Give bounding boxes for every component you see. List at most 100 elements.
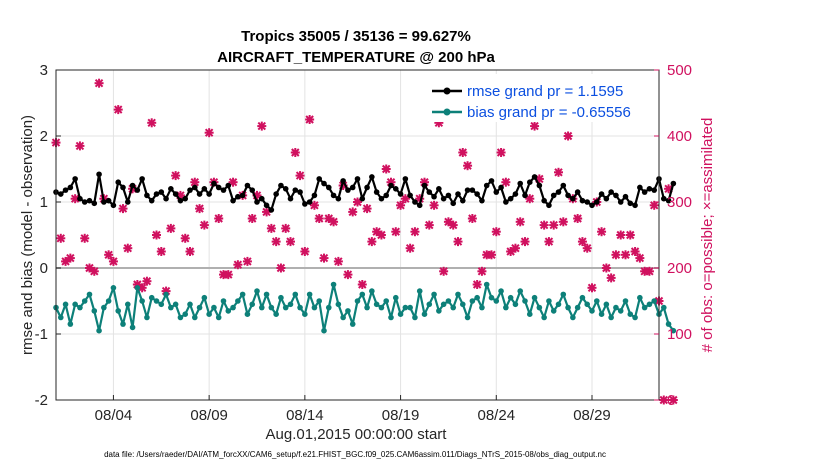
bias-point xyxy=(110,285,117,291)
rmse-point xyxy=(459,197,466,204)
rmse-point xyxy=(153,191,160,197)
rmse-point xyxy=(292,187,299,193)
bias-point xyxy=(555,301,562,308)
rmse-point xyxy=(378,195,385,202)
rmse-point xyxy=(120,184,126,191)
rmse-point xyxy=(373,189,380,195)
rmse-point xyxy=(627,200,634,207)
bias-point xyxy=(431,291,437,298)
rmse-point xyxy=(321,180,327,187)
obs-count-marker xyxy=(429,200,439,210)
obs-count-marker xyxy=(587,283,597,293)
obs-count-marker xyxy=(65,253,75,263)
rmse-point xyxy=(455,191,461,197)
bias-point xyxy=(263,291,270,298)
rmse-point xyxy=(407,192,413,199)
rmse-point xyxy=(77,195,83,202)
obs-count-marker xyxy=(625,230,635,240)
rmse-point xyxy=(62,187,69,193)
bias-point xyxy=(287,301,294,308)
obs-count-marker xyxy=(496,148,506,157)
series-group xyxy=(51,78,678,405)
bias-point xyxy=(498,288,504,294)
rmse-point xyxy=(574,189,581,195)
bias-point xyxy=(340,314,346,321)
bias-point xyxy=(660,304,667,311)
bias-point xyxy=(646,301,653,308)
obs-count-marker xyxy=(152,230,161,240)
obs-count-marker xyxy=(118,204,128,214)
y-ticks: -2 -1 0 1 2 3 xyxy=(35,62,61,409)
bias-point xyxy=(129,324,136,331)
bias-point xyxy=(77,304,83,311)
bias-point xyxy=(139,298,145,304)
bias-point xyxy=(144,314,150,321)
bias-point xyxy=(91,308,98,314)
y2-tick-label: 400 xyxy=(667,128,692,145)
bias-point xyxy=(120,321,126,327)
y2-tick-label: 0 xyxy=(667,392,675,409)
rmse-point xyxy=(416,202,423,209)
y-tick-label: -2 xyxy=(35,392,48,409)
rmse-point xyxy=(488,178,495,184)
rmse-point xyxy=(479,197,485,204)
obs-count-marker xyxy=(75,141,85,151)
chart-subtitle: AIRCRAFT_TEMPERATURE @ 200 hPa xyxy=(217,49,495,66)
obs-count-marker xyxy=(113,105,123,115)
obs-count-marker xyxy=(453,237,463,247)
rmse-point xyxy=(230,197,236,204)
rmse-point xyxy=(244,182,251,189)
obs-count-marker xyxy=(185,247,195,256)
bias-point xyxy=(86,291,93,298)
obs-count-marker xyxy=(630,247,640,256)
rmse-point xyxy=(144,192,150,199)
bias-point xyxy=(302,311,308,318)
obs-count-marker xyxy=(305,115,315,124)
rmse-point xyxy=(139,176,145,182)
rmse-point xyxy=(278,182,284,189)
rmse-point xyxy=(306,199,313,205)
rmse-point xyxy=(191,184,198,191)
bias-point xyxy=(570,314,576,321)
obs-count-marker xyxy=(199,220,209,230)
bias-point xyxy=(153,298,160,304)
rmse-point xyxy=(550,192,557,199)
obs-count-marker xyxy=(276,263,286,273)
bias-point xyxy=(613,304,619,311)
bias-point xyxy=(316,298,323,304)
obs-count-marker xyxy=(410,227,420,237)
rmse-point xyxy=(220,187,227,193)
y-tick-label: 2 xyxy=(40,128,48,145)
bias-point xyxy=(101,304,107,311)
obs-count-marker xyxy=(142,276,152,286)
legend-bias-label: bias grand pr = -0.65556 xyxy=(467,104,631,121)
rmse-point xyxy=(129,182,136,189)
plot-frame xyxy=(55,69,660,401)
bias-point xyxy=(321,327,327,334)
obs-count-marker xyxy=(424,220,434,230)
rmse-point xyxy=(254,199,260,205)
bias-point xyxy=(249,301,256,308)
legend-rmse-label: rmse grand pr = 1.1595 xyxy=(467,83,623,100)
bias-point xyxy=(550,308,557,314)
rmse-point xyxy=(641,189,648,195)
rmse-point xyxy=(440,195,447,202)
rmse-point xyxy=(302,201,308,207)
bias-point xyxy=(62,301,69,308)
rmse-point xyxy=(359,195,366,202)
obs-count-marker xyxy=(61,256,71,266)
bias-series-line xyxy=(55,283,675,332)
bias-point xyxy=(493,298,500,304)
obs-count-marker xyxy=(477,266,487,276)
rmse-point xyxy=(158,189,165,195)
obs-count-marker xyxy=(257,121,267,131)
obs-count-marker xyxy=(295,171,305,181)
rmse-point xyxy=(531,174,538,180)
bias-point xyxy=(426,301,433,308)
bias-point xyxy=(349,321,356,327)
bias-point xyxy=(206,311,212,318)
obs-count-marker xyxy=(376,230,386,240)
rmse-point xyxy=(517,180,524,187)
obs-count-marker xyxy=(391,227,401,237)
rmse-point xyxy=(81,199,88,205)
